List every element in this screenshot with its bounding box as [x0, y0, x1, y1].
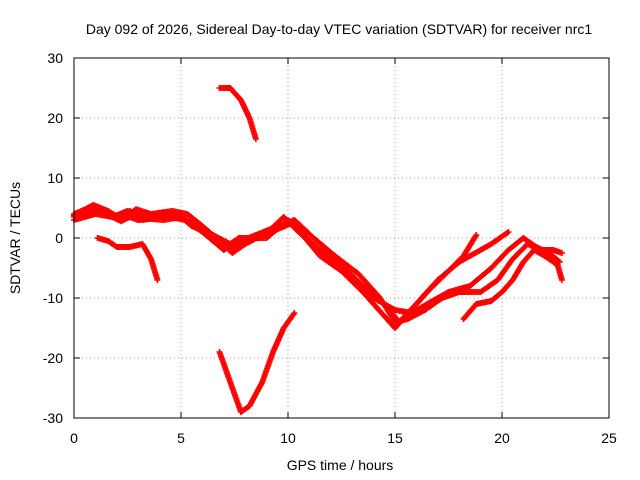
data-point [558, 250, 565, 256]
x-axis-title: GPS time / hours [287, 457, 394, 473]
data-point [555, 258, 562, 264]
x-tick-label: 5 [177, 430, 185, 446]
series-trace-7 [216, 310, 298, 415]
series-trace-8 [460, 247, 565, 322]
y-tick-label: 0 [55, 230, 63, 246]
series-trace-6 [216, 85, 259, 142]
x-tick-label: 20 [494, 430, 510, 446]
data-point [252, 136, 259, 142]
data-point [473, 232, 480, 238]
data-point [558, 277, 565, 283]
data-point [154, 277, 161, 283]
y-tick-label: -20 [43, 350, 63, 366]
y-tick-label: 10 [47, 170, 63, 186]
y-tick-label: 30 [47, 50, 63, 66]
y-axis-title: SDTVAR / TECUs [7, 182, 23, 294]
series-trace-5 [94, 235, 161, 283]
y-tick-label: -10 [43, 290, 63, 306]
data-layer [71, 85, 565, 415]
y-tick-label: -30 [43, 410, 63, 426]
axis-layer: 0 5 10 15 20 25 -30 -20 -10 0 10 20 30 [43, 50, 617, 446]
series-trace-4 [71, 202, 565, 325]
data-point [291, 310, 298, 316]
x-tick-label: 15 [387, 430, 403, 446]
data-point [505, 229, 512, 235]
y-tick-label: 20 [47, 110, 63, 126]
x-tick-label: 10 [280, 430, 296, 446]
x-tick-label: 0 [70, 430, 78, 446]
chart-title: Day 092 of 2026, Sidereal Day-to-day VTE… [86, 21, 592, 37]
x-tick-label: 25 [601, 430, 617, 446]
